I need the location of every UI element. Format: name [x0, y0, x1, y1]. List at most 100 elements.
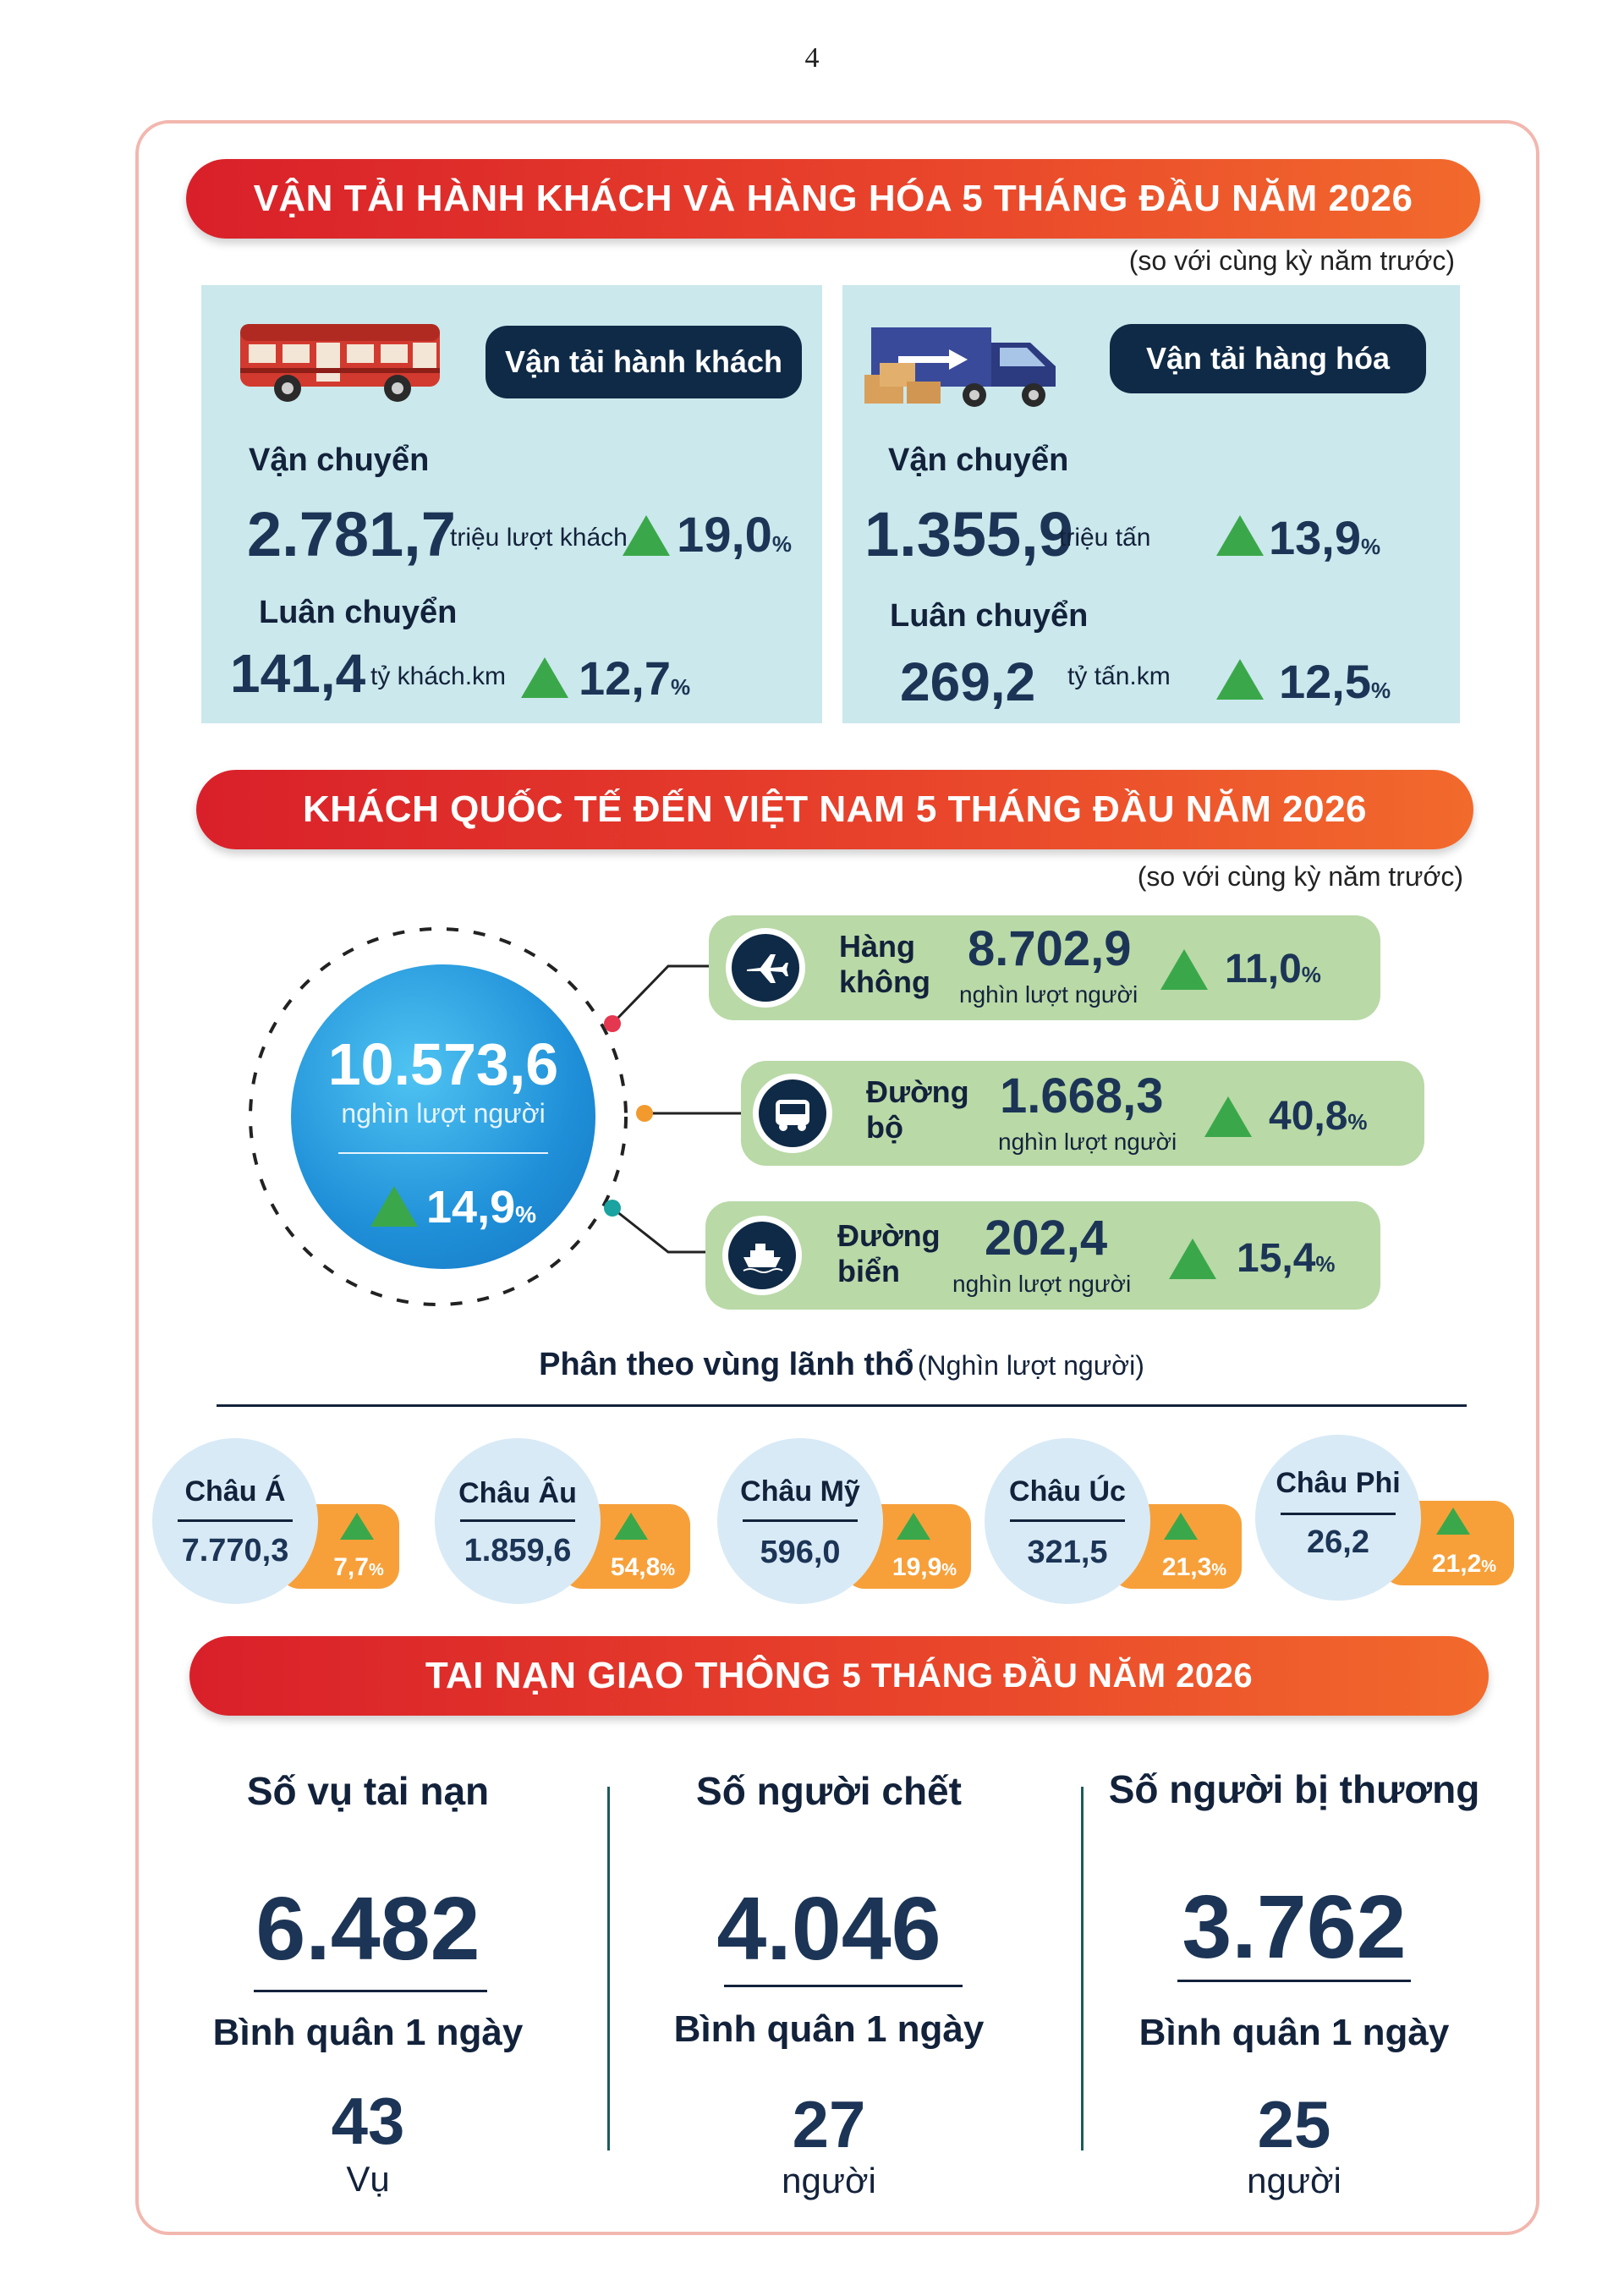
up-arrow-icon: [340, 1513, 374, 1540]
region-name: Châu Á: [184, 1475, 286, 1508]
region-pct: 19,9%: [878, 1553, 971, 1582]
total-visitors-pct-value: 14,9: [426, 1182, 516, 1233]
region-value: 26,2: [1307, 1524, 1369, 1560]
column-separator: [1081, 1787, 1084, 2150]
region-value: 321,5: [1027, 1535, 1108, 1570]
mode-value-air: 8.702,9: [968, 921, 1132, 976]
freight-rotation-value: 269,2: [900, 651, 1036, 712]
mode-card-air: Hàng không 8.702,9 nghìn lượt người 11,0%: [709, 915, 1380, 1020]
freight-transport-value: 1.355,9: [864, 499, 1073, 569]
mode-value-sea: 202,4: [985, 1211, 1108, 1266]
passenger-label: Vận tải hành khách: [486, 326, 802, 398]
region-divider: [460, 1519, 575, 1522]
region-heading: Phân theo vùng lãnh thổ (Nghìn lượt ngườ…: [0, 1347, 1624, 1383]
up-arrow-icon: [1160, 949, 1208, 990]
mode-pct-sea: 15,4%: [1237, 1235, 1336, 1282]
page-number: 4: [804, 42, 820, 74]
injured-avg-value: 25: [1257, 2087, 1331, 2161]
deaths-title: Số người chết: [696, 1769, 962, 1813]
freight-transport-pct-value: 13,9: [1269, 511, 1361, 564]
accidents-value: 6.482: [255, 1879, 480, 1979]
region-name: Châu Úc: [1009, 1475, 1126, 1508]
region-divider: [743, 1519, 858, 1522]
up-arrow-icon: [614, 1513, 648, 1540]
total-visitors-value: 10.573,6: [327, 1031, 559, 1097]
section1-banner: VẬN TẢI HÀNH KHÁCH VÀ HÀNG HÓA 5 THÁNG Đ…: [186, 159, 1480, 239]
accidents-avg-label: Bình quân 1 ngày: [212, 2012, 524, 2053]
total-visitors-circle: 10.573,6 nghìn lượt người 14,9%: [291, 964, 595, 1269]
mode-name-road: Đường bộ: [866, 1074, 969, 1145]
section3-title-bold: TAI NẠN GIAO THÔNG: [425, 1655, 831, 1696]
mode-pct-sea-value: 15,4: [1237, 1236, 1316, 1281]
mode-card-road: Đường bộ 1.668,3 nghìn lượt người 40,8%: [741, 1061, 1424, 1166]
up-arrow-icon: [521, 657, 568, 698]
passenger-panel: Vận tải hành khách Vận chuyển 2.781,7 tr…: [201, 285, 822, 723]
region-divider: [178, 1519, 293, 1522]
ship-icon: [722, 1216, 802, 1295]
mode-name-sea: Đường biển: [837, 1218, 941, 1289]
mode-pct-air-value: 11,0: [1225, 947, 1302, 991]
mode-pct-road-value: 40,8: [1269, 1094, 1348, 1139]
pct-sign: %: [1481, 1557, 1497, 1576]
passenger-rotation-value: 141,4: [230, 643, 366, 704]
freight-rotation-pct: 12,5%: [1279, 654, 1391, 709]
region-pct-value: 54,8: [610, 1553, 661, 1581]
deaths-avg-value: 27: [792, 2087, 866, 2161]
passenger-transport-value: 2.781,7: [247, 499, 456, 569]
region-pct-value: 19,9: [892, 1553, 942, 1581]
pct-sign: %: [1315, 1251, 1336, 1277]
pct-sign: %: [368, 1561, 384, 1579]
region-pct: 21,2%: [1414, 1550, 1514, 1579]
mode-name-line1: Đường: [837, 1218, 941, 1253]
freight-transport-pct: 13,9%: [1269, 510, 1380, 565]
section2-note: (so với cùng kỳ năm trước): [1137, 861, 1463, 892]
pct-sign: %: [1347, 1109, 1368, 1134]
region-rule: [217, 1404, 1467, 1407]
injured-title: Số người bị thương: [1108, 1767, 1480, 1811]
up-arrow-icon: [1164, 1513, 1198, 1540]
accidents-rule: [254, 1990, 487, 1992]
pct-sign: %: [1361, 534, 1381, 559]
section3-title-rest: 5 THÁNG ĐẦU NĂM 2026: [842, 1656, 1254, 1695]
passenger-transport-pct: 19,0%: [677, 507, 792, 563]
truck-icon: [864, 319, 1076, 416]
up-arrow-icon: [1436, 1508, 1470, 1535]
region-pct: 7,7%: [318, 1553, 399, 1582]
mode-unit-air: nghìn lượt người: [959, 981, 1138, 1008]
freight-transport-label: Vận chuyển: [888, 442, 1069, 478]
mode-name-line2: bộ: [866, 1110, 903, 1145]
passenger-rotation-unit: tỷ khách.km: [370, 662, 507, 690]
bus-icon: [237, 314, 448, 411]
region-value: 596,0: [760, 1535, 841, 1570]
region-name: Châu Mỹ: [740, 1475, 860, 1508]
airplane-icon: [726, 928, 805, 1008]
region-heading-unit: (Nghìn lượt người): [917, 1350, 1144, 1381]
mode-name-line1: Đường: [866, 1074, 969, 1109]
freight-rotation-pct-value: 12,5: [1279, 655, 1371, 708]
up-arrow-icon: [1216, 659, 1264, 700]
section2-banner: KHÁCH QUỐC TẾ ĐẾN VIỆT NAM 5 THÁNG ĐẦU N…: [196, 770, 1473, 849]
bus-icon: [753, 1074, 832, 1153]
region-divider: [1281, 1513, 1396, 1515]
injured-avg-unit: người: [1247, 2161, 1341, 2200]
passenger-transport-pct-value: 19,0: [677, 508, 772, 563]
deaths-rule: [724, 1985, 963, 1987]
mode-name-line2: không: [839, 964, 930, 999]
region-divider: [1010, 1519, 1125, 1522]
region-pct-value: 21,3: [1161, 1553, 1212, 1581]
accidents-title: Số vụ tai nạn: [246, 1769, 490, 1813]
mode-name-air: Hàng không: [839, 929, 930, 1000]
total-visitors-unit: nghìn lượt người: [341, 1098, 546, 1129]
total-visitors-pct: 14,9%: [426, 1181, 536, 1233]
region-heading-title: Phân theo vùng lãnh thổ: [539, 1347, 914, 1382]
up-arrow-icon: [1204, 1096, 1252, 1137]
accidents-avg-unit: Vụ: [346, 2159, 390, 2199]
passenger-transport-label: Vận chuyển: [249, 442, 430, 478]
up-arrow-icon: [897, 1513, 930, 1540]
connector-lines: [249, 927, 744, 1306]
up-arrow-icon: [623, 515, 670, 556]
injured-avg-label: Bình quân 1 ngày: [1138, 2012, 1450, 2053]
region-name: Châu Âu: [458, 1477, 577, 1509]
pct-sign: %: [1211, 1561, 1227, 1579]
region-pct-value: 21,2: [1431, 1550, 1482, 1578]
